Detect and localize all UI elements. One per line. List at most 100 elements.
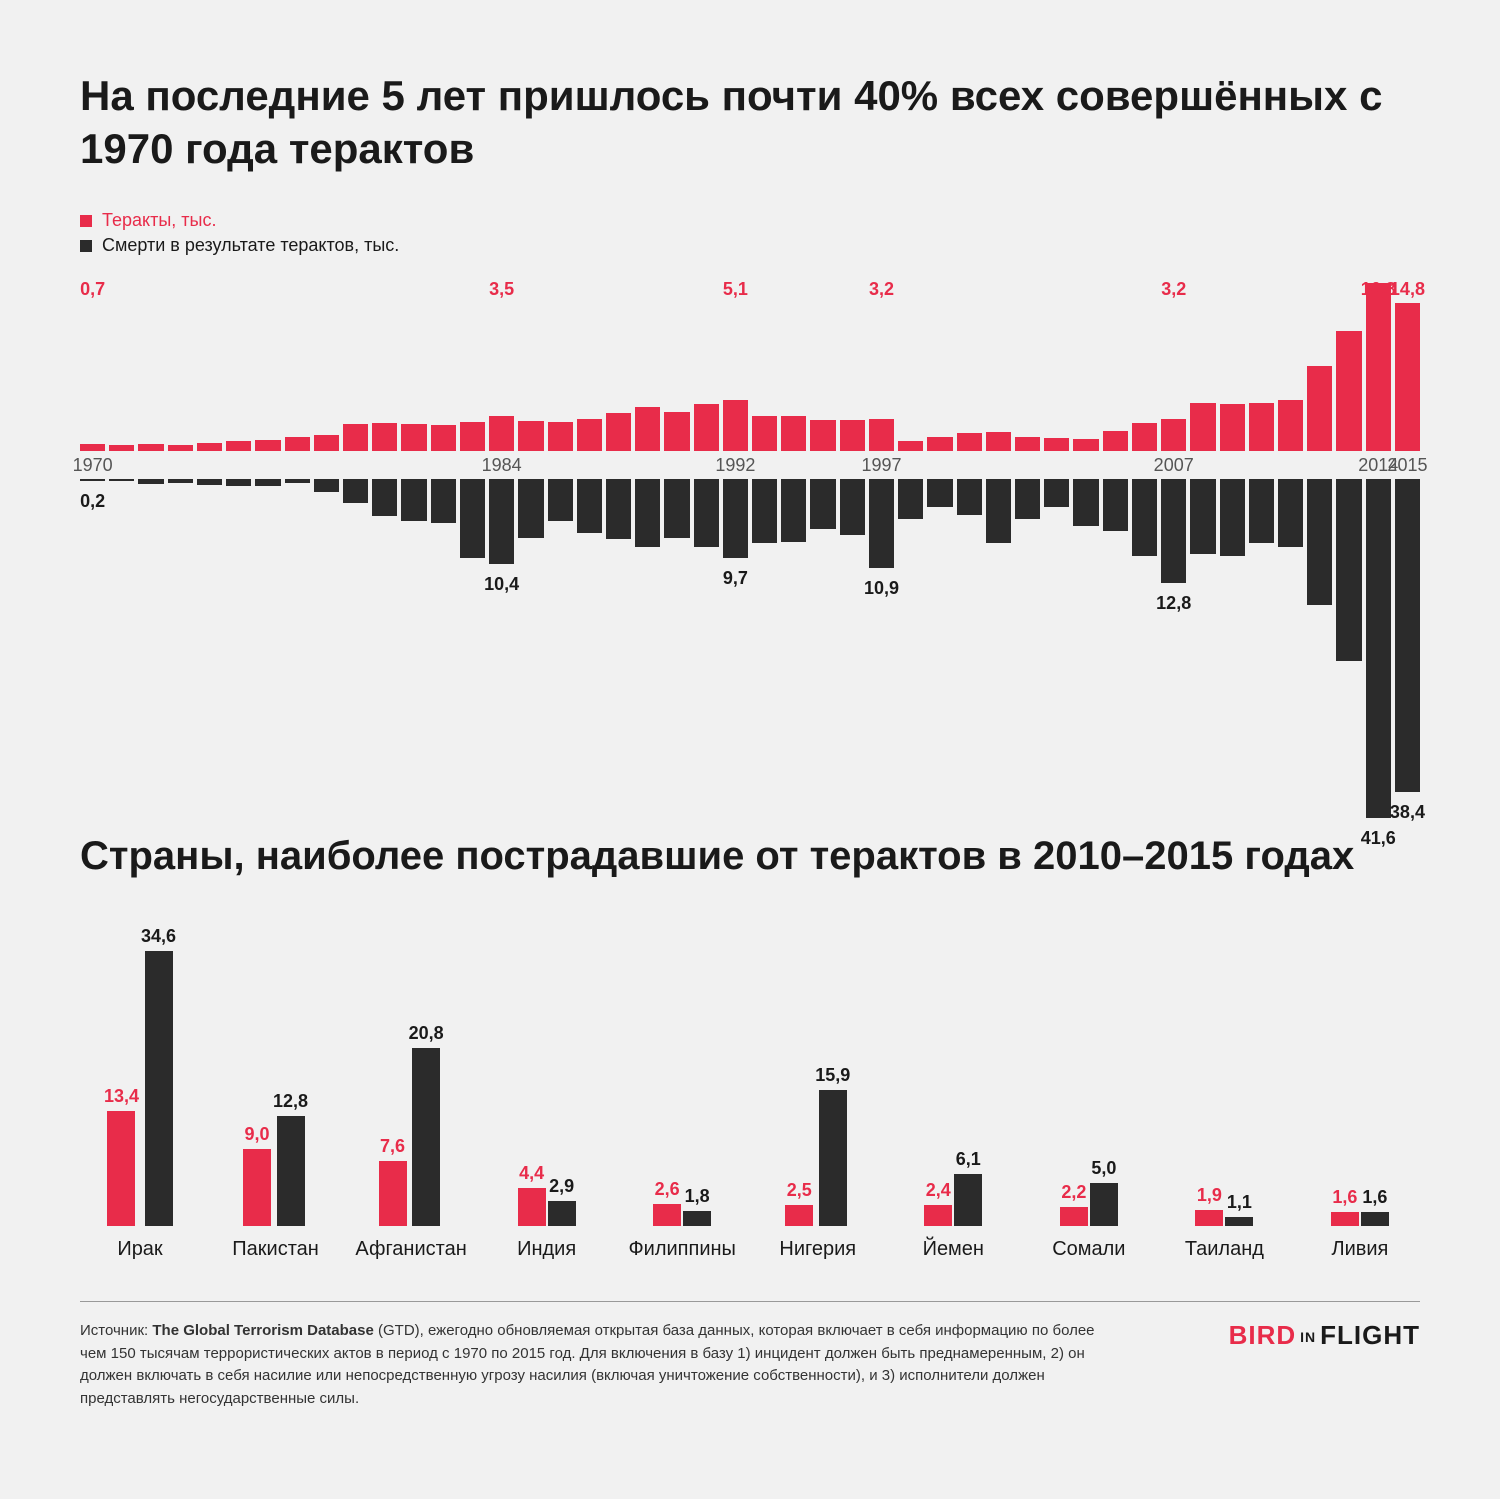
- country-name-label: Ливия: [1331, 1238, 1388, 1261]
- timeline-column: [927, 281, 952, 821]
- attacks-bar: [1132, 423, 1157, 451]
- attacks-bar: [1366, 283, 1391, 451]
- source-text: Источник: The Global Terrorism Database …: [80, 1320, 1120, 1410]
- country-deaths-bar: [548, 1201, 576, 1226]
- country-attacks-bar: [107, 1111, 135, 1226]
- country-deaths-label: 5,0: [1091, 1158, 1116, 1179]
- timeline-column: [518, 281, 543, 821]
- country-deaths-label: 6,1: [956, 1149, 981, 1170]
- year-tick-label: 1984: [482, 455, 522, 476]
- attacks-bar: [1044, 438, 1069, 451]
- country-group: 13,434,6Ирак: [80, 926, 200, 1261]
- timeline-column: [1307, 281, 1332, 821]
- deaths-bar: [752, 479, 777, 543]
- timeline-column: [1073, 281, 1098, 821]
- attacks-value-label: 0,7: [74, 279, 111, 300]
- attacks-bar: [986, 432, 1011, 451]
- country-attacks-bar: [1331, 1212, 1359, 1226]
- timeline-column: [1249, 281, 1274, 821]
- deaths-bar: [1044, 479, 1069, 507]
- country-attacks-bar: [924, 1205, 952, 1226]
- country-attacks-label: 1,9: [1197, 1185, 1222, 1206]
- legend-deaths-label: Смерти в результате терактов, тыс.: [102, 235, 399, 256]
- deaths-bar: [1220, 479, 1245, 556]
- attacks-value-label: 3,2: [1155, 279, 1192, 300]
- deaths-bar: [109, 479, 134, 481]
- attacks-bar: [109, 445, 134, 451]
- footer-rule: [80, 1301, 1420, 1302]
- deaths-value-label: 41,6: [1358, 828, 1399, 849]
- deaths-bar: [1073, 479, 1098, 526]
- timeline-column: [957, 281, 982, 821]
- country-group: 2,25,0Сомали: [1029, 926, 1149, 1261]
- attacks-bar: [1249, 403, 1274, 451]
- deaths-value-label: 0,2: [72, 491, 113, 512]
- attacks-bar: [840, 420, 865, 451]
- brand-logo: BIRDINFLIGHT: [1229, 1320, 1420, 1351]
- timeline-column: [1278, 281, 1303, 821]
- deaths-bar: [460, 479, 485, 558]
- timeline-column: [635, 281, 660, 821]
- brand-bird: BIRD: [1229, 1320, 1297, 1350]
- swatch-attacks-icon: [80, 215, 92, 227]
- legend-attacks: Теракты, тыс.: [80, 210, 1420, 231]
- deaths-bar: [577, 479, 602, 533]
- timeline-column: [431, 281, 456, 821]
- legend: Теракты, тыс. Смерти в результате теракт…: [80, 210, 1420, 256]
- deaths-bar: [840, 479, 865, 535]
- attacks-bar: [869, 419, 894, 451]
- attacks-bar: [694, 404, 719, 451]
- country-group: 4,42,9Индия: [487, 926, 607, 1261]
- attacks-bar: [548, 422, 573, 451]
- country-attacks-label: 13,4: [104, 1086, 139, 1107]
- legend-deaths: Смерти в результате терактов, тыс.: [80, 235, 1420, 256]
- attacks-bar: [1395, 303, 1420, 451]
- timeline-column: [1103, 281, 1128, 821]
- country-group: 2,515,9Нигерия: [758, 926, 878, 1261]
- deaths-value-label: 10,4: [481, 574, 522, 595]
- attacks-bar: [1220, 404, 1245, 451]
- deaths-value-label: 9,7: [715, 568, 756, 589]
- deaths-bar: [1015, 479, 1040, 519]
- country-deaths-bar: [1361, 1212, 1389, 1226]
- attacks-bar: [577, 419, 602, 451]
- attacks-value-label: 3,5: [483, 279, 520, 300]
- attacks-bar: [1015, 437, 1040, 451]
- deaths-bar: [168, 479, 193, 483]
- timeline-column: [138, 281, 163, 821]
- attacks-bar: [1336, 331, 1361, 451]
- timeline-column: 0,719700,2: [80, 281, 105, 821]
- deaths-bar: [1366, 479, 1391, 818]
- country-deaths-bar: [277, 1116, 305, 1226]
- country-attacks-label: 2,5: [787, 1180, 812, 1201]
- country-attacks-bar: [379, 1161, 407, 1226]
- timeline-column: [1336, 281, 1361, 821]
- countries-chart: 13,434,6Ирак9,012,8Пакистан7,620,8Афгани…: [80, 926, 1420, 1261]
- attacks-bar: [226, 441, 251, 451]
- year-tick-label: 1970: [73, 455, 113, 476]
- attacks-value-label: 5,1: [717, 279, 754, 300]
- timeline-column: [606, 281, 631, 821]
- timeline-column: 3,2199710,9: [869, 281, 894, 821]
- deaths-bar: [986, 479, 1011, 543]
- deaths-bar: [314, 479, 339, 492]
- country-attacks-bar: [653, 1204, 681, 1226]
- legend-attacks-label: Теракты, тыс.: [102, 210, 216, 231]
- timeline-column: [1190, 281, 1215, 821]
- deaths-bar: [518, 479, 543, 538]
- country-attacks-bar: [518, 1188, 546, 1226]
- country-name-label: Йемен: [923, 1238, 984, 1261]
- year-tick-label: 1992: [715, 455, 755, 476]
- timeline-column: 14,8201538,4: [1395, 281, 1420, 821]
- country-group: 9,012,8Пакистан: [216, 926, 336, 1261]
- timeline-column: [1220, 281, 1245, 821]
- attacks-bar: [285, 437, 310, 451]
- timeline-column: [168, 281, 193, 821]
- country-group: 1,91,1Таиланд: [1164, 926, 1284, 1261]
- deaths-bar: [1249, 479, 1274, 543]
- deaths-bar: [1103, 479, 1128, 531]
- timeline-column: [548, 281, 573, 821]
- country-deaths-label: 1,1: [1227, 1192, 1252, 1213]
- brand-flight: FLIGHT: [1320, 1320, 1420, 1350]
- timeline-column: [986, 281, 1011, 821]
